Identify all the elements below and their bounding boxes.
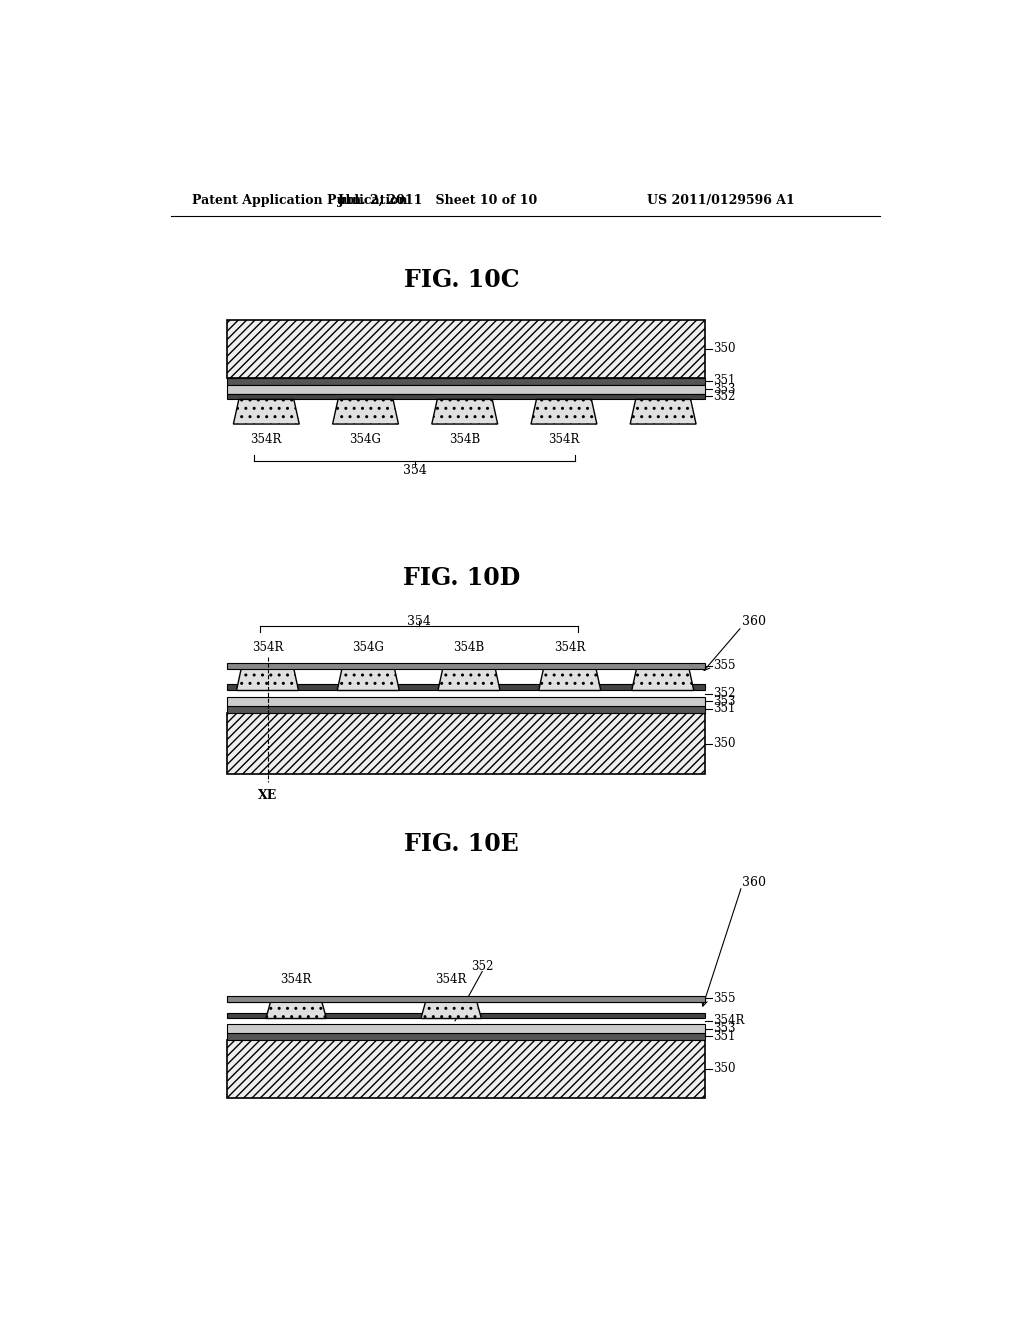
Bar bbox=[227, 997, 706, 1002]
Polygon shape bbox=[632, 669, 693, 690]
Polygon shape bbox=[233, 400, 299, 424]
Text: 353: 353 bbox=[713, 1022, 735, 1035]
Text: 354R: 354R bbox=[554, 640, 586, 653]
Polygon shape bbox=[421, 1002, 481, 1019]
Text: 354R: 354R bbox=[435, 973, 467, 986]
Bar bbox=[227, 713, 706, 775]
Polygon shape bbox=[333, 400, 398, 424]
Text: 354: 354 bbox=[407, 615, 430, 628]
Polygon shape bbox=[266, 1002, 327, 1019]
Text: 355: 355 bbox=[713, 659, 735, 672]
Text: 354G: 354G bbox=[349, 433, 381, 446]
Text: 352: 352 bbox=[713, 686, 735, 700]
Bar bbox=[227, 1040, 706, 1098]
Polygon shape bbox=[237, 669, 299, 690]
Polygon shape bbox=[432, 400, 498, 424]
Text: 351: 351 bbox=[713, 702, 735, 715]
Text: Patent Application Publication: Patent Application Publication bbox=[191, 194, 408, 207]
Text: 353: 353 bbox=[713, 694, 735, 708]
Bar bbox=[227, 706, 706, 713]
Text: 360: 360 bbox=[741, 615, 766, 628]
Text: 352: 352 bbox=[713, 389, 735, 403]
Bar bbox=[227, 395, 706, 400]
Bar bbox=[227, 385, 706, 395]
Polygon shape bbox=[539, 669, 601, 690]
Text: 353: 353 bbox=[713, 383, 735, 396]
Text: 354B: 354B bbox=[449, 433, 480, 446]
Text: 354G: 354G bbox=[352, 640, 384, 653]
Text: 354R: 354R bbox=[713, 1014, 744, 1027]
Bar bbox=[227, 378, 706, 385]
Text: 354: 354 bbox=[402, 463, 427, 477]
Text: 352: 352 bbox=[471, 961, 494, 973]
Text: XE: XE bbox=[258, 673, 278, 686]
Text: 354R: 354R bbox=[281, 973, 312, 986]
Text: FIG. 10D: FIG. 10D bbox=[402, 566, 520, 590]
Bar bbox=[227, 684, 706, 690]
Bar bbox=[227, 697, 706, 706]
Polygon shape bbox=[438, 669, 500, 690]
Text: FIG. 10C: FIG. 10C bbox=[403, 268, 519, 292]
Polygon shape bbox=[531, 400, 597, 424]
Text: 351: 351 bbox=[713, 1030, 735, 1043]
Text: 350: 350 bbox=[713, 1063, 735, 1074]
Bar bbox=[227, 1034, 706, 1040]
Polygon shape bbox=[337, 669, 399, 690]
Text: XE: XE bbox=[258, 789, 278, 803]
Text: 355: 355 bbox=[713, 991, 735, 1005]
Polygon shape bbox=[630, 400, 696, 424]
Text: 360: 360 bbox=[741, 875, 766, 888]
Text: 354R: 354R bbox=[250, 433, 282, 446]
Text: 354R: 354R bbox=[252, 640, 284, 653]
Text: 351: 351 bbox=[713, 375, 735, 388]
Bar bbox=[227, 1024, 706, 1034]
Bar bbox=[227, 321, 706, 378]
Text: 350: 350 bbox=[713, 342, 735, 355]
Text: US 2011/0129596 A1: US 2011/0129596 A1 bbox=[647, 194, 795, 207]
Bar bbox=[227, 663, 706, 669]
Text: FIG. 10E: FIG. 10E bbox=[403, 832, 518, 855]
Bar bbox=[227, 1014, 706, 1019]
Text: Jun. 2, 2011   Sheet 10 of 10: Jun. 2, 2011 Sheet 10 of 10 bbox=[338, 194, 539, 207]
Text: 354R: 354R bbox=[548, 433, 580, 446]
Text: 354B: 354B bbox=[454, 640, 484, 653]
Text: 350: 350 bbox=[713, 737, 735, 750]
